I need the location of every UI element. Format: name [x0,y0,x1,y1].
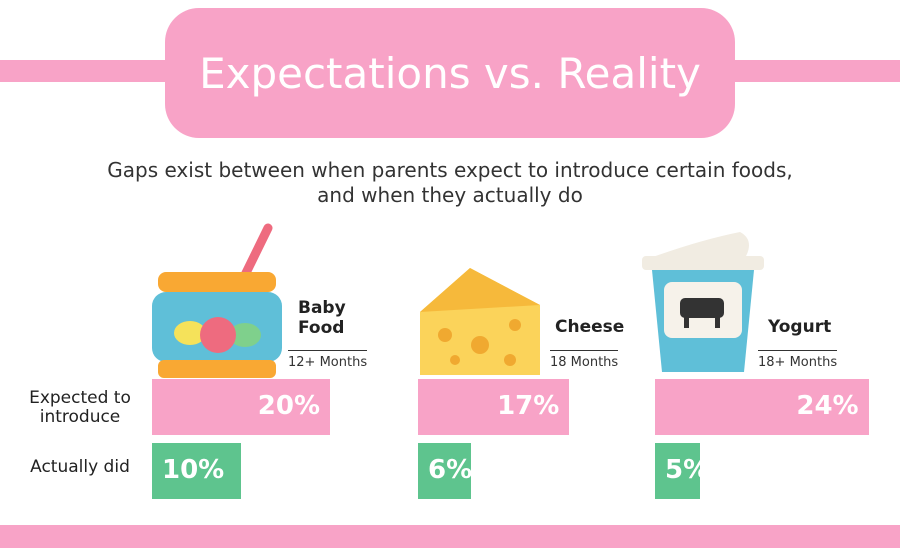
expected-bar: 17% [418,379,570,435]
value-label: 6% [428,455,473,485]
food-name: Cheese [555,317,625,337]
yogurt-icon [642,232,764,372]
subtitle: Gaps exist between when parents expect t… [107,158,793,207]
expected-bar: 20% [152,379,330,435]
row-label: Expected to introduce [29,388,131,427]
title: Expectations vs. Reality [165,8,735,138]
food-name: Baby Food [298,298,346,338]
food-name: Yogurt [768,317,832,337]
expected-bar: 24% [655,379,869,435]
cheese-icon [420,268,540,375]
bottom-band [0,525,900,548]
age: 18 Months [550,350,619,370]
baby-food-icon [152,223,282,378]
value-label: 20% [257,391,320,421]
value-label: 10% [162,455,225,485]
age: 12+ Months [288,350,368,370]
actual-bar: 10% [152,443,241,499]
actual-bar: 6% [418,443,473,499]
value-label: 17% [497,391,560,421]
row-label: Actually did [30,457,130,477]
actual-bar: 5% [655,443,709,499]
value-label: 5% [665,455,710,485]
age: 18+ Months [758,350,838,370]
value-label: 24% [796,391,859,421]
